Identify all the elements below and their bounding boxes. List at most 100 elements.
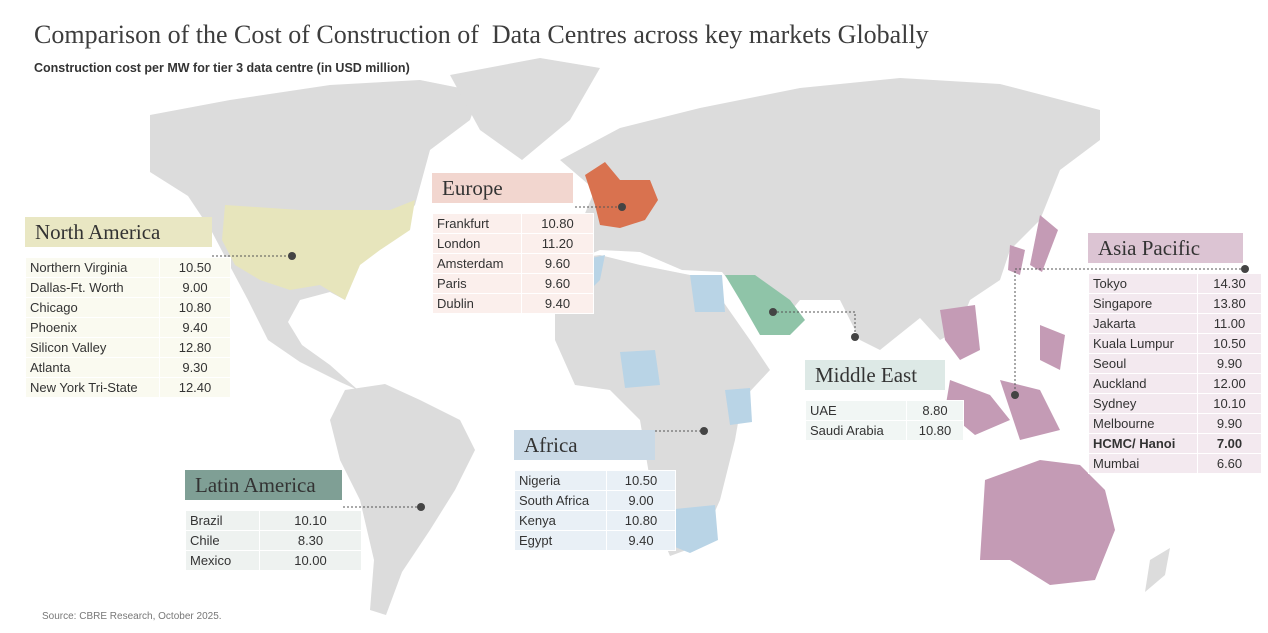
cost-value: 10.10 xyxy=(1197,393,1262,414)
market-name: South Africa xyxy=(514,490,607,511)
cost-value: 9.30 xyxy=(159,357,231,378)
usa xyxy=(222,200,415,300)
cost-value: 10.50 xyxy=(606,470,676,491)
market-dots xyxy=(288,203,1249,511)
cost-value: 8.80 xyxy=(906,400,964,421)
region-title: Asia Pacific xyxy=(1088,233,1243,263)
cost-value: 9.60 xyxy=(521,253,594,274)
table-row: Egypt 9.40 xyxy=(514,530,676,551)
region-title: North America xyxy=(25,217,212,247)
region-title: Middle East xyxy=(805,360,945,390)
table-row: Melbourne 9.90 xyxy=(1088,413,1262,434)
market-name: Amsterdam xyxy=(432,253,522,274)
region: Middle East UAE 8.80 Saudi Arabia 10.80 xyxy=(805,360,964,441)
cost-value: 9.00 xyxy=(606,490,676,511)
market-name: Atlanta xyxy=(25,357,160,378)
table-row: Chile 8.30 xyxy=(185,530,362,551)
cost-value: 10.80 xyxy=(159,297,231,318)
table-row: Brazil 10.10 xyxy=(185,510,362,531)
table-row: Amsterdam 9.60 xyxy=(432,253,594,274)
cost-value: 9.40 xyxy=(159,317,231,338)
table-row: London 11.20 xyxy=(432,233,594,254)
region-title: Latin America xyxy=(185,470,342,500)
market-name: Northern Virginia xyxy=(25,257,160,278)
leader-lines xyxy=(212,206,1245,508)
table-row: Dallas-Ft. Worth 9.00 xyxy=(25,277,231,298)
cost-value: 12.80 xyxy=(159,337,231,358)
market-name: Auckland xyxy=(1088,373,1198,394)
market-name: Mumbai xyxy=(1088,453,1198,474)
europe-markets xyxy=(585,162,658,228)
cost-value: 10.50 xyxy=(1197,333,1262,354)
region: Asia Pacific Tokyo 14.30 Singapore 13.80 Jaka… xyxy=(1088,233,1262,474)
table-row: Atlanta 9.30 xyxy=(25,357,231,378)
subtitle: Construction cost per MW for tier 3 data… xyxy=(34,61,410,75)
region-table: Brazil 10.10 Chile 8.30 Mexico 10.00 xyxy=(185,510,362,571)
region: Africa Nigeria 10.50 South Africa 9.00 Kenya 1… xyxy=(514,430,676,551)
table-row: HCMC/ Hanoi 7.00 xyxy=(1088,433,1262,454)
table-row: Seoul 9.90 xyxy=(1088,353,1262,374)
cost-value: 9.90 xyxy=(1197,413,1262,434)
table-row: Saudi Arabia 10.80 xyxy=(805,420,964,441)
cost-value: 9.40 xyxy=(521,293,594,314)
region-table: Frankfurt 10.80 London 11.20 Amsterdam 9.60 Pa… xyxy=(432,213,594,314)
table-row: Northern Virginia 10.50 xyxy=(25,257,231,278)
source: Source: CBRE Research, October 2025. xyxy=(42,611,222,622)
market-name: Paris xyxy=(432,273,522,294)
region-table: Northern Virginia 10.50 Dallas-Ft. Worth 9.… xyxy=(25,257,231,398)
table-row: Silicon Valley 12.80 xyxy=(25,337,231,358)
cost-value: 9.40 xyxy=(606,530,676,551)
table-row: Kuala Lumpur 10.50 xyxy=(1088,333,1262,354)
region-table: UAE 8.80 Saudi Arabia 10.80 xyxy=(805,400,964,441)
cost-value: 11.00 xyxy=(1197,313,1262,334)
market-name: Frankfurt xyxy=(432,213,522,234)
market-name: UAE xyxy=(805,400,907,421)
market-name: HCMC/ Hanoi xyxy=(1088,433,1198,454)
market-name: Jakarta xyxy=(1088,313,1198,334)
market-name: Nigeria xyxy=(514,470,607,491)
market-name: Sydney xyxy=(1088,393,1198,414)
cost-value: 9.00 xyxy=(159,277,231,298)
cost-value: 12.40 xyxy=(159,377,231,398)
market-name: Brazil xyxy=(185,510,260,531)
market-name: Chicago xyxy=(25,297,160,318)
market-name: Seoul xyxy=(1088,353,1198,374)
cost-value: 12.00 xyxy=(1197,373,1262,394)
market-name: Saudi Arabia xyxy=(805,420,907,441)
region-table: Tokyo 14.30 Singapore 13.80 Jakarta 11.00 Kual… xyxy=(1088,273,1262,474)
table-row: Kenya 10.80 xyxy=(514,510,676,531)
cost-value: 10.50 xyxy=(159,257,231,278)
cost-value: 10.00 xyxy=(259,550,362,571)
cost-value: 10.80 xyxy=(906,420,964,441)
market-name: Mexico xyxy=(185,550,260,571)
region-title: Europe xyxy=(432,173,573,203)
table-row: Sydney 10.10 xyxy=(1088,393,1262,414)
region-table: Nigeria 10.50 South Africa 9.00 Kenya 10.80 Eg… xyxy=(514,470,676,551)
table-row: Paris 9.60 xyxy=(432,273,594,294)
cost-value: 14.30 xyxy=(1197,273,1262,294)
table-row: Dublin 9.40 xyxy=(432,293,594,314)
market-name: Egypt xyxy=(514,530,607,551)
cost-value: 9.60 xyxy=(521,273,594,294)
market-name: Dublin xyxy=(432,293,522,314)
market-name: New York Tri-State xyxy=(25,377,160,398)
cost-value: 6.60 xyxy=(1197,453,1262,474)
region: North America Northern Virginia 10.50 Dalla… xyxy=(25,217,231,398)
market-name: Silicon Valley xyxy=(25,337,160,358)
table-row: Phoenix 9.40 xyxy=(25,317,231,338)
table-row: Mumbai 6.60 xyxy=(1088,453,1262,474)
cost-value: 10.80 xyxy=(521,213,594,234)
table-row: New York Tri-State 12.40 xyxy=(25,377,231,398)
saudi-uae xyxy=(725,275,805,335)
region: Europe Frankfurt 10.80 London 11.20 Amsterdam… xyxy=(432,173,594,314)
market-name: Melbourne xyxy=(1088,413,1198,434)
cost-value: 13.80 xyxy=(1197,293,1262,314)
title: Comparison of the Cost of Construction o… xyxy=(34,20,929,49)
table-row: Nigeria 10.50 xyxy=(514,470,676,491)
cost-value: 10.80 xyxy=(606,510,676,531)
cost-value: 9.90 xyxy=(1197,353,1262,374)
market-name: Kenya xyxy=(514,510,607,531)
region-title: Africa xyxy=(514,430,655,460)
